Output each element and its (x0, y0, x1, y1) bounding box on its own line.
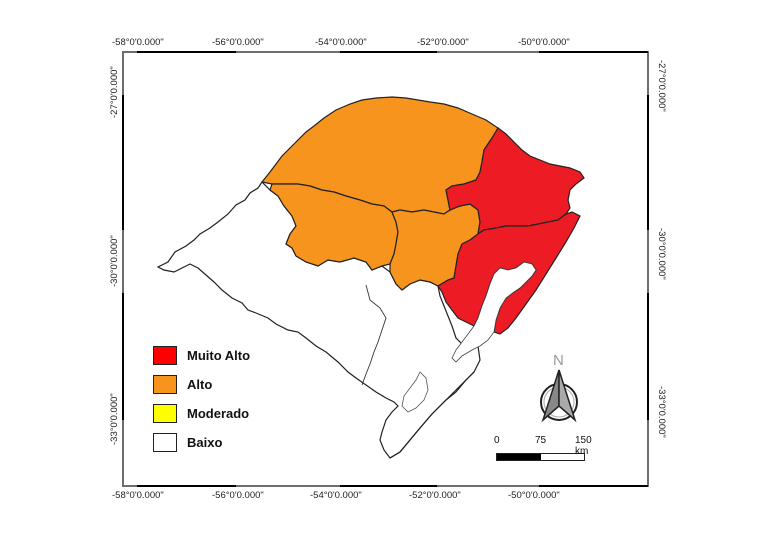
lon-label-bottom: -54°0'0.000" (310, 490, 362, 501)
scale-bar-graphic (496, 453, 585, 461)
legend-swatch-orange (153, 375, 177, 394)
scale-label-0: 0 (494, 435, 500, 446)
lagoon (451, 261, 537, 363)
north-arrow-icon (540, 369, 578, 423)
lon-label-top: -50°0'0.000" (518, 37, 570, 48)
south-coast (389, 371, 475, 459)
legend-label: Muito Alto (187, 348, 251, 363)
legend-swatch-yellow (153, 404, 177, 423)
lon-label-bottom: -58°0'0.000" (112, 490, 164, 501)
lon-label-top: -52°0'0.000" (417, 37, 469, 48)
lagoon-mirim (401, 371, 429, 413)
legend-swatch-red (153, 346, 177, 365)
scale-segment-black (497, 454, 541, 460)
legend-label: Moderado (187, 406, 250, 421)
scale-bar: 0 75 150 km (494, 435, 592, 461)
legend: Muito Alto Alto Moderado Baixo (153, 341, 250, 457)
scale-label-75: 75 (535, 435, 547, 446)
legend-item-moderado: Moderado (153, 399, 250, 428)
legend-item-alto: Alto (153, 370, 250, 399)
lon-label-bottom: -50°0'0.000" (508, 490, 560, 501)
region-boundary (361, 284, 387, 386)
lon-label-top: -56°0'0.000" (212, 37, 264, 48)
frame-ticks (122, 51, 649, 487)
lon-label-top: -54°0'0.000" (315, 37, 367, 48)
north-label: N (553, 352, 564, 369)
legend-item-baixo: Baixo (153, 428, 250, 457)
legend-label: Alto (187, 377, 213, 392)
lon-label-top: -58°0'0.000" (112, 37, 164, 48)
scale-segment-white (540, 454, 584, 460)
lon-label-bottom: -56°0'0.000" (212, 490, 264, 501)
legend-swatch-white (153, 433, 177, 452)
legend-item-muito-alto: Muito Alto (153, 341, 250, 370)
lon-label-bottom: -52°0'0.000" (409, 490, 461, 501)
scale-label-150: 150 km (575, 435, 592, 457)
legend-label: Baixo (187, 435, 223, 450)
region-alto-central-west (269, 183, 399, 271)
